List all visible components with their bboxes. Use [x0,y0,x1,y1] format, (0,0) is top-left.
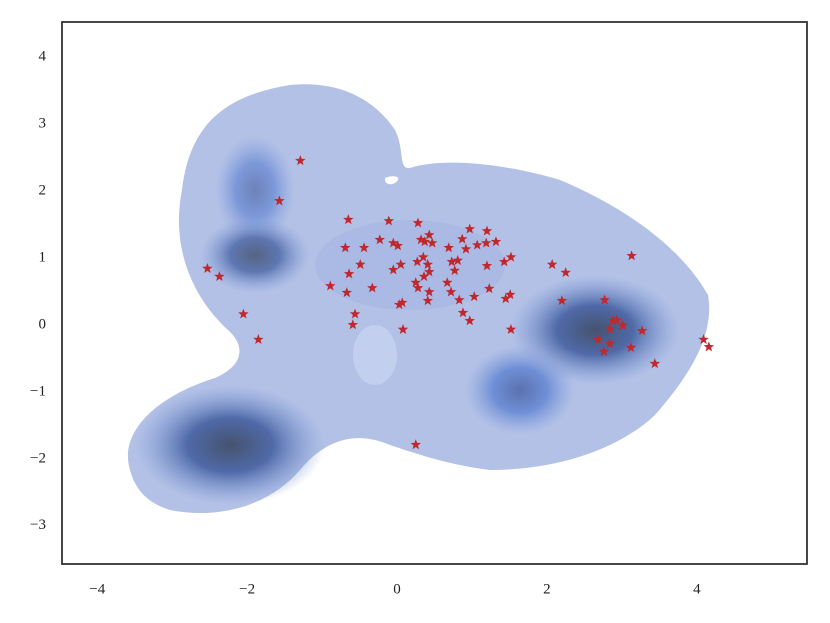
y-tick-label: 3 [39,115,47,131]
y-tick-label: −1 [30,383,46,399]
scatter-point [500,293,511,304]
scatter-point [424,229,435,240]
scatter-point [397,297,408,308]
scatter-point [599,294,610,305]
scatter-point [395,259,406,269]
scatter-point [480,237,492,248]
plot-frame [61,21,808,565]
scatter-point [471,239,483,250]
scatter-point [457,233,468,244]
scatter-point [443,242,454,253]
scatter-point [410,439,421,450]
scatter-point [410,277,421,288]
scatter-point [415,234,427,245]
scatter-point [698,334,709,345]
scatter-point [340,242,351,253]
scatter-point [481,225,493,236]
scatter-point [422,259,433,269]
scatter-point [445,286,457,297]
scatter-point [202,263,213,273]
x-tick-label: 0 [393,581,401,597]
y-tick-label: −3 [30,517,46,533]
scatter-point [388,237,399,248]
scatter-point [383,215,395,226]
scatter-point [617,319,628,330]
y-tick-label: 2 [39,182,47,198]
scatter-point [397,324,409,334]
scatter-point [592,334,604,345]
scatter-point [560,267,571,278]
scatter-point [449,265,460,276]
scatter-point [367,282,378,293]
scatter-point [452,255,463,265]
scatter-point [355,259,366,269]
scatter-point [607,315,619,326]
scatter-point [424,266,435,277]
scatter-point [295,155,306,166]
scatter-point [604,323,616,334]
x-tick-label: −4 [89,581,105,597]
scatter-point [468,291,480,302]
scatter-point [349,308,361,319]
density-contours [127,84,710,514]
scatter-point [418,251,429,262]
x-tick-label: −2 [239,581,255,597]
scatter-point [636,325,648,336]
scatter-point [490,236,502,247]
scatter-point [454,294,465,305]
scatter-point [325,280,336,291]
scatter-point [374,234,386,245]
scatter-point [347,319,359,330]
scatter-point [358,242,370,253]
scatter-point [412,282,424,293]
scatter-point [611,314,622,325]
scatter-point [505,251,517,262]
scatter-point [598,346,610,357]
scatter-point [505,324,517,334]
y-tick-label: 4 [39,48,47,64]
scatter-point [392,240,404,251]
scatter-point [343,214,354,225]
scatter-point [498,256,510,267]
scatter-point [481,260,493,271]
scatter-point [412,256,423,267]
scatter-point [442,277,453,288]
scatter-point [418,271,430,282]
y-tick-label: 0 [39,316,47,332]
scatter-point [649,358,661,369]
scatter-point [388,264,399,275]
scatter-point [419,236,430,247]
y-tick-label: −2 [30,450,46,466]
scatter-point [412,217,424,228]
scatter-point [341,287,353,298]
scatter-point [274,195,285,206]
scatter-point [604,338,616,349]
x-tick-label: 4 [693,581,701,597]
scatter-point [394,299,405,310]
y-tick-label: 1 [39,249,47,265]
x-tick-label: 2 [543,581,551,597]
scatter-point [626,250,637,261]
scatter-point [464,315,475,326]
scatter-point [238,308,249,319]
scatter-point [504,289,516,300]
scatter-point [460,243,472,254]
scatter-point [446,256,457,267]
scatter-point [703,341,715,352]
scatter-point [625,342,637,353]
scatter-point [343,268,355,279]
scatter-point [253,334,264,345]
scatter-point [457,307,469,318]
scatter-point [422,295,433,306]
scatter-point [556,295,568,306]
scatter-point [214,271,225,282]
scatter-point [483,283,495,294]
scatter-point [546,259,558,269]
scatter-point [464,223,475,234]
scatter-point [427,237,438,248]
scatter-point [424,286,435,297]
